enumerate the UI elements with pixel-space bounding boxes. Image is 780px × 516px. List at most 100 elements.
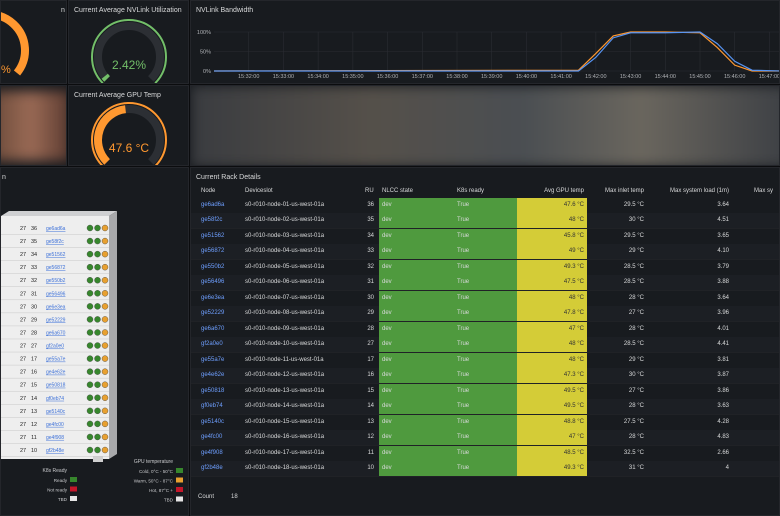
- x-tick-label: 15:42:00: [585, 74, 606, 80]
- node-link[interactable]: ge55a7e: [201, 356, 225, 363]
- rack-label: 13: [31, 409, 37, 415]
- table-cell: 11: [367, 449, 374, 456]
- rack-side: [109, 211, 117, 459]
- table-cell: True: [454, 352, 517, 368]
- node-link[interactable]: ge51562: [201, 232, 225, 239]
- node-link[interactable]: ge58f2c: [201, 217, 223, 224]
- table-cell: 12: [367, 434, 374, 441]
- column-header: Max system load (1m): [669, 188, 729, 194]
- status-dot: [86, 394, 94, 401]
- rack-label: 27: [20, 265, 26, 271]
- node-link[interactable]: gf0eb74: [201, 403, 223, 410]
- table-row: ge52229 s0-r010-node-08-us-west-01a 29 dev T…: [191, 306, 779, 323]
- table-row: gf2a0e0 s0-r010-node-10-us-west-01a 27 dev T…: [191, 337, 779, 354]
- x-tick-label: 15:38:00: [446, 74, 467, 80]
- status-dot: [86, 263, 94, 271]
- table-cell: 49 °C: [517, 244, 587, 260]
- panel-title: NVLink Bandwidth: [196, 7, 254, 14]
- y-tick-label: 50%: [200, 50, 211, 56]
- table-row: ge4e62e s0-r010-node-12-us-west-01a 16 dev T…: [191, 368, 779, 385]
- status-dot: [94, 224, 101, 232]
- x-tick-label: 15:39:00: [481, 74, 502, 80]
- rack-label: 15: [31, 383, 37, 389]
- legend-swatch: [176, 487, 183, 492]
- table-cell: 28 °C: [628, 434, 644, 441]
- table-cell: 31: [367, 279, 374, 286]
- table-cell: True: [454, 306, 517, 322]
- status-dot: [94, 420, 101, 428]
- node-link[interactable]: ge4fc00: [201, 434, 223, 441]
- node-link[interactable]: ge56872: [201, 248, 225, 255]
- table-cell: 29 °C: [628, 356, 644, 363]
- table-cell: 48.5 °C: [517, 445, 587, 461]
- column-header: Deviceslot: [245, 188, 273, 194]
- column-header: Node: [201, 188, 216, 194]
- table-cell: s0-r010-node-13-us-west-01a: [245, 387, 325, 394]
- table-cell: 3.64: [717, 202, 729, 208]
- legend-label: TBD: [164, 498, 174, 503]
- node-link[interactable]: ge56496: [201, 279, 225, 286]
- x-tick-label: 15:41:00: [550, 74, 571, 80]
- node-link[interactable]: ge6ad6a: [201, 202, 225, 208]
- rack-label: 27: [20, 226, 26, 232]
- table-cell: dev: [379, 228, 454, 244]
- status-dot: [86, 433, 94, 441]
- status-dot: [86, 446, 94, 454]
- node-link[interactable]: ge52229: [201, 310, 225, 317]
- table-cell: 48 °C: [517, 213, 587, 229]
- table-row: ge55a7e s0-r010-node-11-us-west-01a 17 dev T…: [191, 352, 779, 369]
- rack-diagram: 27 36 ge6ad6a 27 35 ge58f2c 27 34 ge51562 27 33 ge5…: [1, 211, 183, 503]
- node-link[interactable]: gf2a0e0: [201, 341, 223, 348]
- table-cell: True: [454, 445, 517, 461]
- table-cell: 14: [367, 403, 374, 410]
- y-tick-label: 0%: [203, 69, 211, 75]
- rack-node-link: ge52229: [46, 317, 66, 323]
- table-cell: 3.81: [717, 356, 729, 363]
- status-dot: [94, 433, 101, 441]
- table-cell: True: [454, 275, 517, 291]
- status-dot: [101, 407, 109, 415]
- status-dot: [94, 237, 101, 245]
- status-dot: [101, 446, 109, 454]
- legend-swatch: [70, 496, 77, 501]
- gpu-temp-panel: Current Average GPU Temp 47.6 °C: [68, 85, 189, 166]
- table-cell: s0-r010-node-03-us-west-01a: [245, 232, 325, 239]
- table-cell: 32.5 °C: [623, 449, 644, 456]
- node-link[interactable]: ge4f908: [201, 449, 223, 456]
- gauge-value-arc: [101, 73, 110, 82]
- table-row: gf2b48e s0-r010-node-18-us-west-01a 10 dev T…: [191, 460, 779, 477]
- x-tick-label: 15:47:00: [759, 74, 780, 80]
- table-cell: 28 °C: [628, 403, 644, 410]
- x-tick-label: 15:45:00: [689, 74, 710, 80]
- table-cell: 48 °C: [517, 337, 587, 353]
- table-cell: True: [454, 244, 517, 260]
- node-link[interactable]: ge6a670: [201, 325, 225, 332]
- node-link[interactable]: ge5140c: [201, 418, 225, 425]
- table-cell: 48 °C: [517, 352, 587, 368]
- gauge-value: 2.42%: [112, 58, 146, 72]
- status-dot: [101, 250, 109, 258]
- node-link[interactable]: ge6e3ea: [201, 294, 225, 301]
- nvlink-bandwidth-panel: NVLink Bandwidth 0% 50% 100% 15:32:00 15:33:…: [190, 0, 780, 84]
- rack-label: 27: [20, 357, 26, 363]
- node-link[interactable]: gf2b48e: [201, 464, 223, 471]
- rack-node-link: ge6ad6a: [46, 226, 66, 232]
- status-dot: [86, 224, 94, 232]
- table-cell: 28.5 °C: [623, 279, 644, 286]
- table-row: gf0eb74 s0-r010-node-14-us-west-01a 14 dev T…: [191, 399, 779, 416]
- status-dot: [94, 290, 101, 297]
- table-cell: 36: [367, 202, 374, 208]
- node-link[interactable]: ge50818: [201, 387, 225, 394]
- legend-label: Warm, 50°C - 87°C: [134, 479, 174, 484]
- gauge-value: 47.6 °C: [109, 141, 149, 155]
- rack-label: 16: [31, 370, 37, 376]
- status-dot: [101, 420, 109, 428]
- table-row: ge51562 s0-r010-node-03-us-west-01a 34 dev T…: [191, 228, 779, 245]
- table-cell: 4.51: [717, 217, 729, 224]
- node-link[interactable]: ge4e62e: [201, 372, 225, 379]
- footer-value: 18: [231, 494, 238, 500]
- table-cell: dev: [379, 259, 454, 275]
- node-link[interactable]: ge550b2: [201, 263, 225, 270]
- status-dot: [94, 381, 101, 388]
- panel-title: n: [2, 174, 6, 181]
